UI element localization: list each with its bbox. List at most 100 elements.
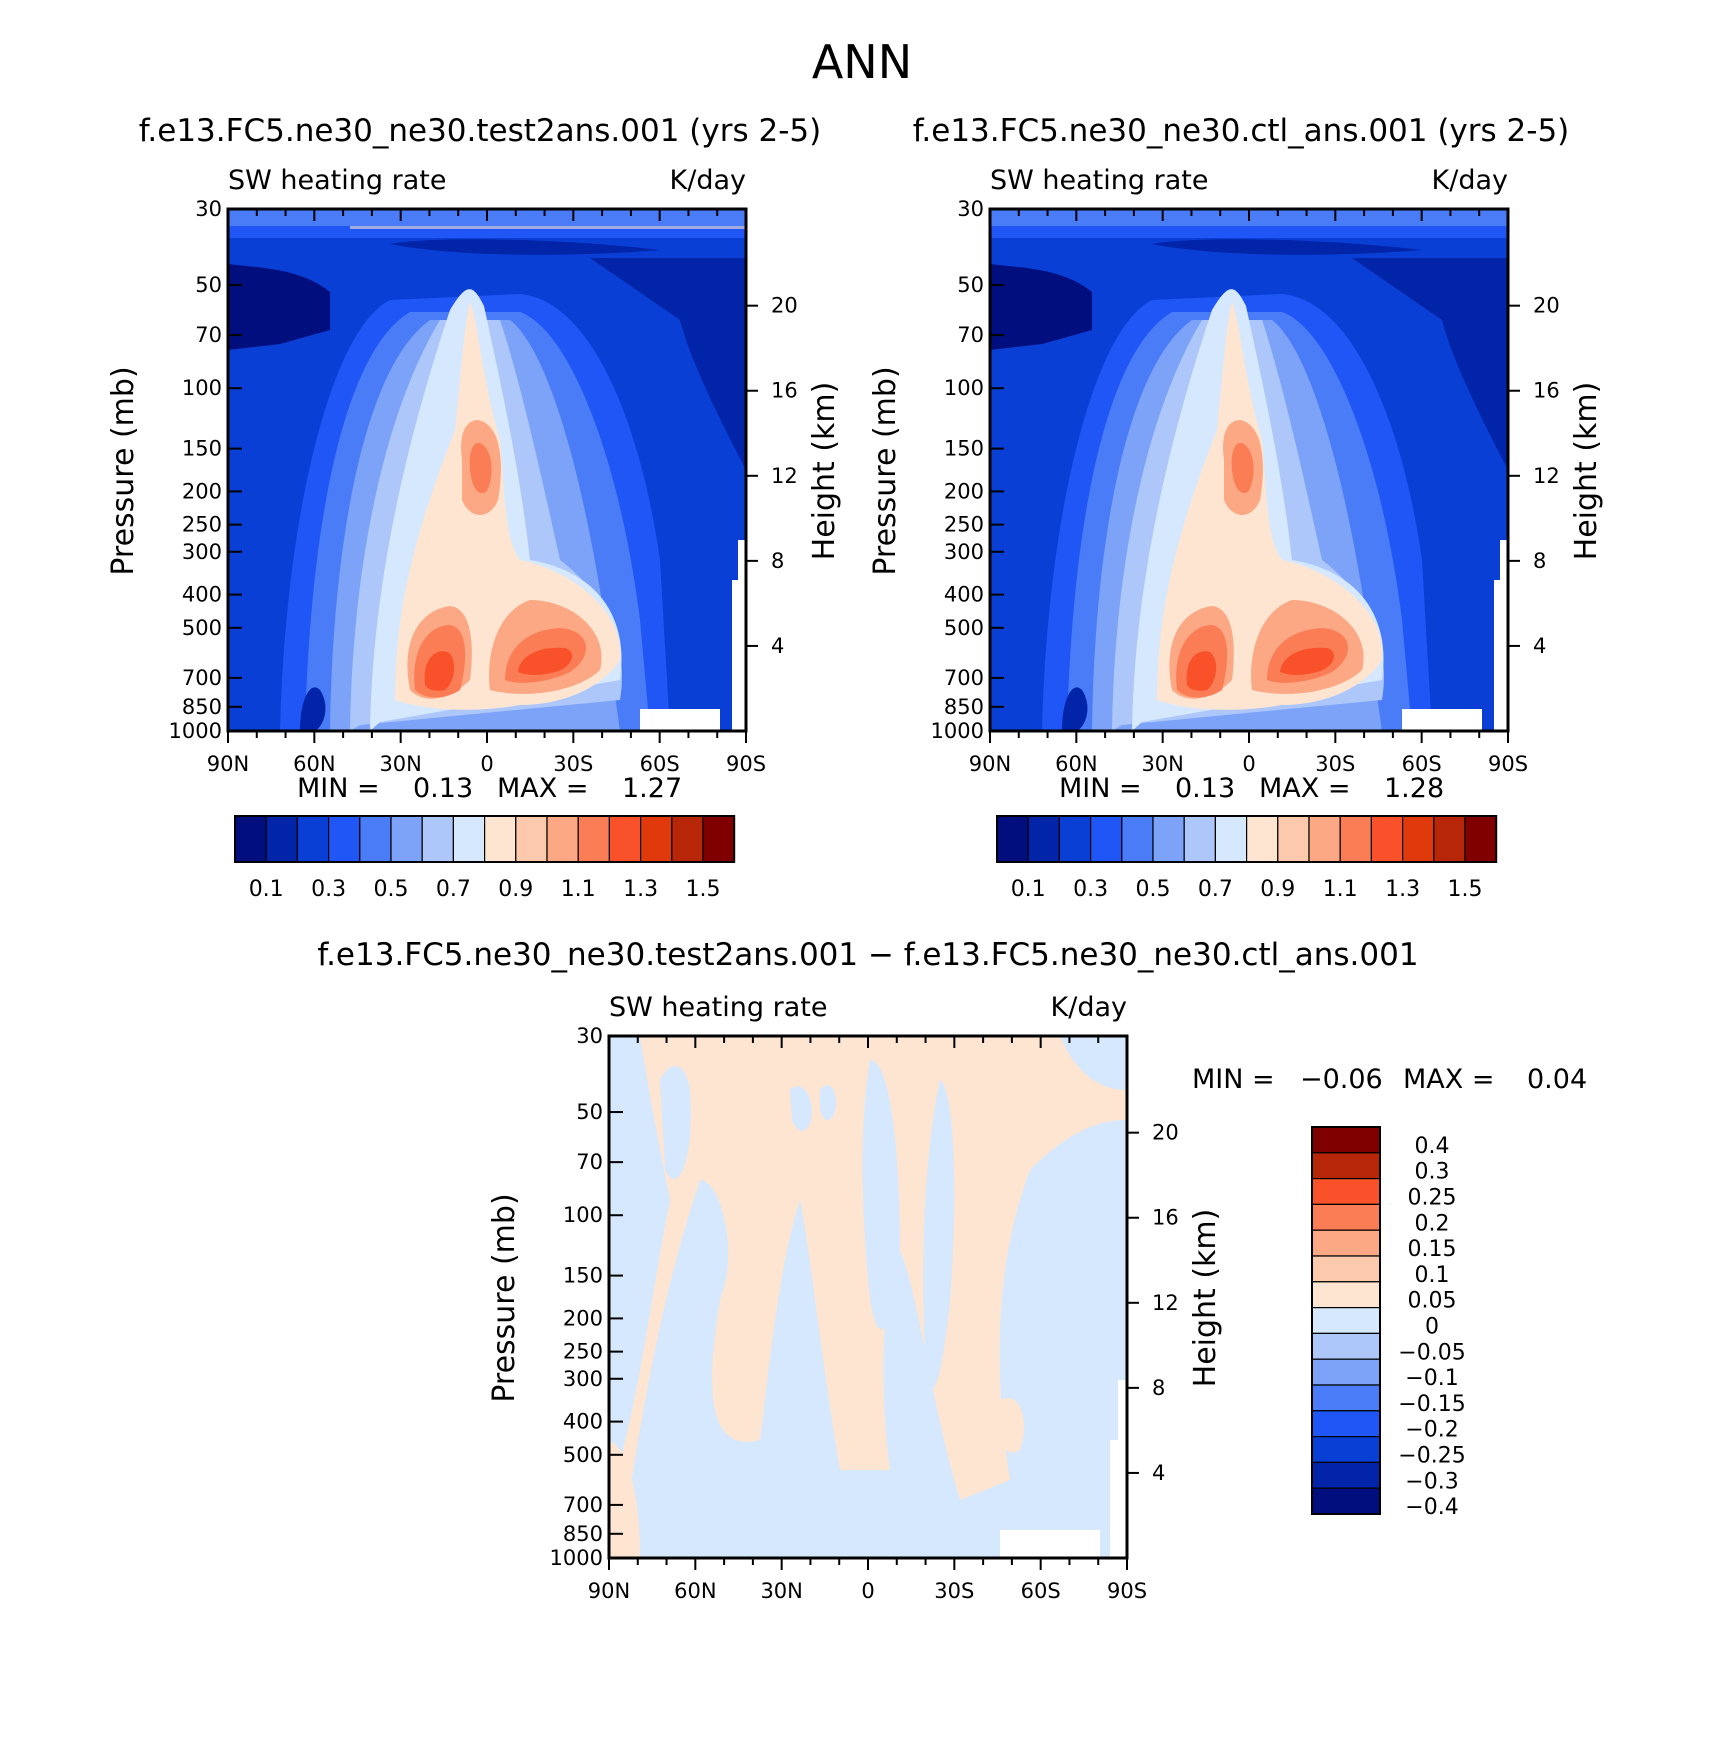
colorbar-swatch bbox=[234, 815, 267, 863]
lat-tick-label: 30S bbox=[934, 1579, 974, 1603]
colorbar-swatch bbox=[996, 815, 1029, 863]
colorbar-label: 0.2 bbox=[1415, 1211, 1450, 1236]
page-title: ANN bbox=[812, 35, 912, 89]
min-value: −0.06 bbox=[1300, 1064, 1383, 1095]
max-value: 1.27 bbox=[622, 773, 682, 804]
colorbar-swatch bbox=[1121, 815, 1154, 863]
variable-label: SW heating rate bbox=[990, 165, 1208, 196]
units-label: K/day bbox=[1432, 165, 1508, 196]
colorbar-swatch bbox=[1311, 1229, 1381, 1257]
colorbar-label: 0.25 bbox=[1408, 1186, 1457, 1211]
pressure-tick-label: 250 bbox=[563, 1340, 603, 1364]
colorbar-swatch bbox=[639, 815, 673, 863]
lat-tick-label: 30N bbox=[379, 752, 421, 776]
min-label: MIN = bbox=[1059, 773, 1142, 804]
colorbar-swatch bbox=[1214, 815, 1248, 863]
height-tick-label: 8 bbox=[1152, 1376, 1165, 1400]
colorbar-swatch bbox=[1311, 1177, 1381, 1205]
colorbar-label: 0.05 bbox=[1408, 1289, 1457, 1314]
y-axis-label-left: Pressure (mb) bbox=[868, 366, 903, 575]
pressure-tick-label: 1000 bbox=[931, 719, 984, 743]
min-value: 0.13 bbox=[413, 773, 473, 804]
colorbar-label: 0.7 bbox=[1198, 877, 1233, 902]
variable-label: SW heating rate bbox=[228, 165, 446, 196]
y-axis-label-right: Height (km) bbox=[1569, 382, 1604, 561]
pressure-tick-label: 500 bbox=[944, 616, 984, 640]
colorbar-swatch bbox=[1311, 1410, 1381, 1438]
height-tick-label: 4 bbox=[1533, 634, 1546, 658]
colorbar-swatch bbox=[1311, 1126, 1381, 1154]
colorbar-swatch bbox=[1183, 815, 1216, 863]
lat-tick-label: 30N bbox=[760, 1579, 802, 1603]
height-tick-label: 8 bbox=[771, 549, 784, 573]
lat-tick-label: 60S bbox=[640, 752, 680, 776]
pressure-tick-label: 850 bbox=[944, 695, 984, 719]
colorbar-swatch bbox=[1311, 1358, 1381, 1386]
pressure-tick-label: 50 bbox=[957, 273, 984, 297]
colorbar-swatch bbox=[702, 815, 735, 863]
lat-tick-label: 0 bbox=[1242, 752, 1255, 776]
colorbar-frame bbox=[996, 815, 1498, 863]
colorbar-label: 0.9 bbox=[1260, 877, 1295, 902]
lat-tick-label: 30N bbox=[1141, 752, 1183, 776]
pressure-tick-label: 300 bbox=[563, 1367, 603, 1391]
panel-test: f.e13.FC5.ne30_ne30.test2ans.001 (yrs 2-… bbox=[106, 113, 842, 902]
colorbar-swatch bbox=[421, 815, 455, 863]
colorbar-swatch bbox=[328, 815, 361, 863]
colorbar-swatch bbox=[1311, 1435, 1381, 1463]
colorbar-frame bbox=[234, 815, 736, 863]
colorbar-swatch bbox=[359, 815, 392, 863]
lat-tick-label: 30S bbox=[553, 752, 593, 776]
colorbar-label: 0.7 bbox=[436, 877, 471, 902]
pressure-tick-label: 250 bbox=[182, 513, 222, 537]
colorbar-label: −0.2 bbox=[1405, 1418, 1458, 1443]
colorbar-label: 0.1 bbox=[1011, 877, 1046, 902]
colorbar-swatch bbox=[1058, 815, 1092, 863]
colorbar-label: 1.5 bbox=[686, 877, 721, 902]
colorbar-label: 0.1 bbox=[1415, 1263, 1450, 1288]
pressure-tick-label: 50 bbox=[576, 1100, 603, 1124]
y-axis-label-right: Height (km) bbox=[807, 382, 842, 561]
colorbar-swatch bbox=[1311, 1487, 1381, 1515]
colorbar-swatch bbox=[1464, 815, 1497, 863]
pressure-tick-label: 400 bbox=[563, 1410, 603, 1434]
colorbar-frame bbox=[1311, 1126, 1381, 1515]
colorbar-swatch bbox=[1311, 1203, 1381, 1231]
colorbar-label: 1.1 bbox=[1323, 877, 1358, 902]
pressure-tick-label: 70 bbox=[195, 323, 222, 347]
pressure-tick-label: 30 bbox=[195, 197, 222, 221]
colorbar-swatch bbox=[1152, 815, 1185, 863]
height-tick-label: 20 bbox=[771, 294, 798, 318]
colorbar-label: 0 bbox=[1425, 1315, 1439, 1340]
colorbar-test: 0.1 0.3 0.5 0.7 0.9 1.1 1.3 1.5 bbox=[234, 815, 736, 902]
pressure-tick-label: 150 bbox=[563, 1264, 603, 1288]
pressure-tick-label: 850 bbox=[182, 695, 222, 719]
y-axis-label-right: Height (km) bbox=[1188, 1209, 1223, 1388]
pressure-tick-label: 200 bbox=[563, 1306, 603, 1330]
colorbar-swatch bbox=[1311, 1255, 1381, 1283]
pressure-tick-label: 1000 bbox=[550, 1546, 603, 1570]
pressure-tick-label: 100 bbox=[944, 376, 984, 400]
pressure-tick-label: 250 bbox=[944, 513, 984, 537]
panel-title: f.e13.FC5.ne30_ne30.test2ans.001 (yrs 2-… bbox=[139, 113, 821, 149]
pressure-tick-label: 70 bbox=[576, 1150, 603, 1174]
panel-title: f.e13.FC5.ne30_ne30.test2ans.001 − f.e13… bbox=[317, 937, 1418, 973]
lat-tick-label: 90N bbox=[207, 752, 249, 776]
colorbar-swatch bbox=[1370, 815, 1404, 863]
lat-tick-label: 90S bbox=[726, 752, 766, 776]
height-tick-label: 16 bbox=[771, 379, 798, 403]
colorbar-label: 0.3 bbox=[1073, 877, 1108, 902]
units-label: K/day bbox=[670, 165, 746, 196]
lat-tick-label: 0 bbox=[861, 1579, 874, 1603]
height-tick-label: 8 bbox=[1533, 549, 1546, 573]
lat-tick-label: 60N bbox=[1055, 752, 1097, 776]
colorbar-label: 0.1 bbox=[249, 877, 284, 902]
lat-tick-label: 90S bbox=[1107, 1579, 1147, 1603]
y-axis-label-left: Pressure (mb) bbox=[487, 1193, 522, 1402]
contour-field bbox=[609, 1036, 1127, 1558]
height-tick-label: 4 bbox=[771, 634, 784, 658]
colorbar-ctl: 0.1 0.3 0.5 0.7 0.9 1.1 1.3 1.5 bbox=[996, 815, 1498, 902]
colorbar-swatch bbox=[515, 815, 548, 863]
pressure-tick-label: 150 bbox=[944, 437, 984, 461]
